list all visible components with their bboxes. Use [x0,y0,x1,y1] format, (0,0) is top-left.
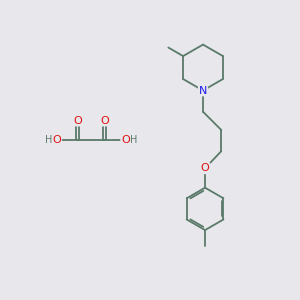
Text: O: O [52,135,61,145]
Text: O: O [74,116,82,126]
Text: N: N [199,85,207,95]
Text: H: H [45,135,52,145]
Text: O: O [100,116,109,126]
Text: O: O [201,163,209,173]
Text: H: H [130,135,137,145]
Text: O: O [121,135,130,145]
